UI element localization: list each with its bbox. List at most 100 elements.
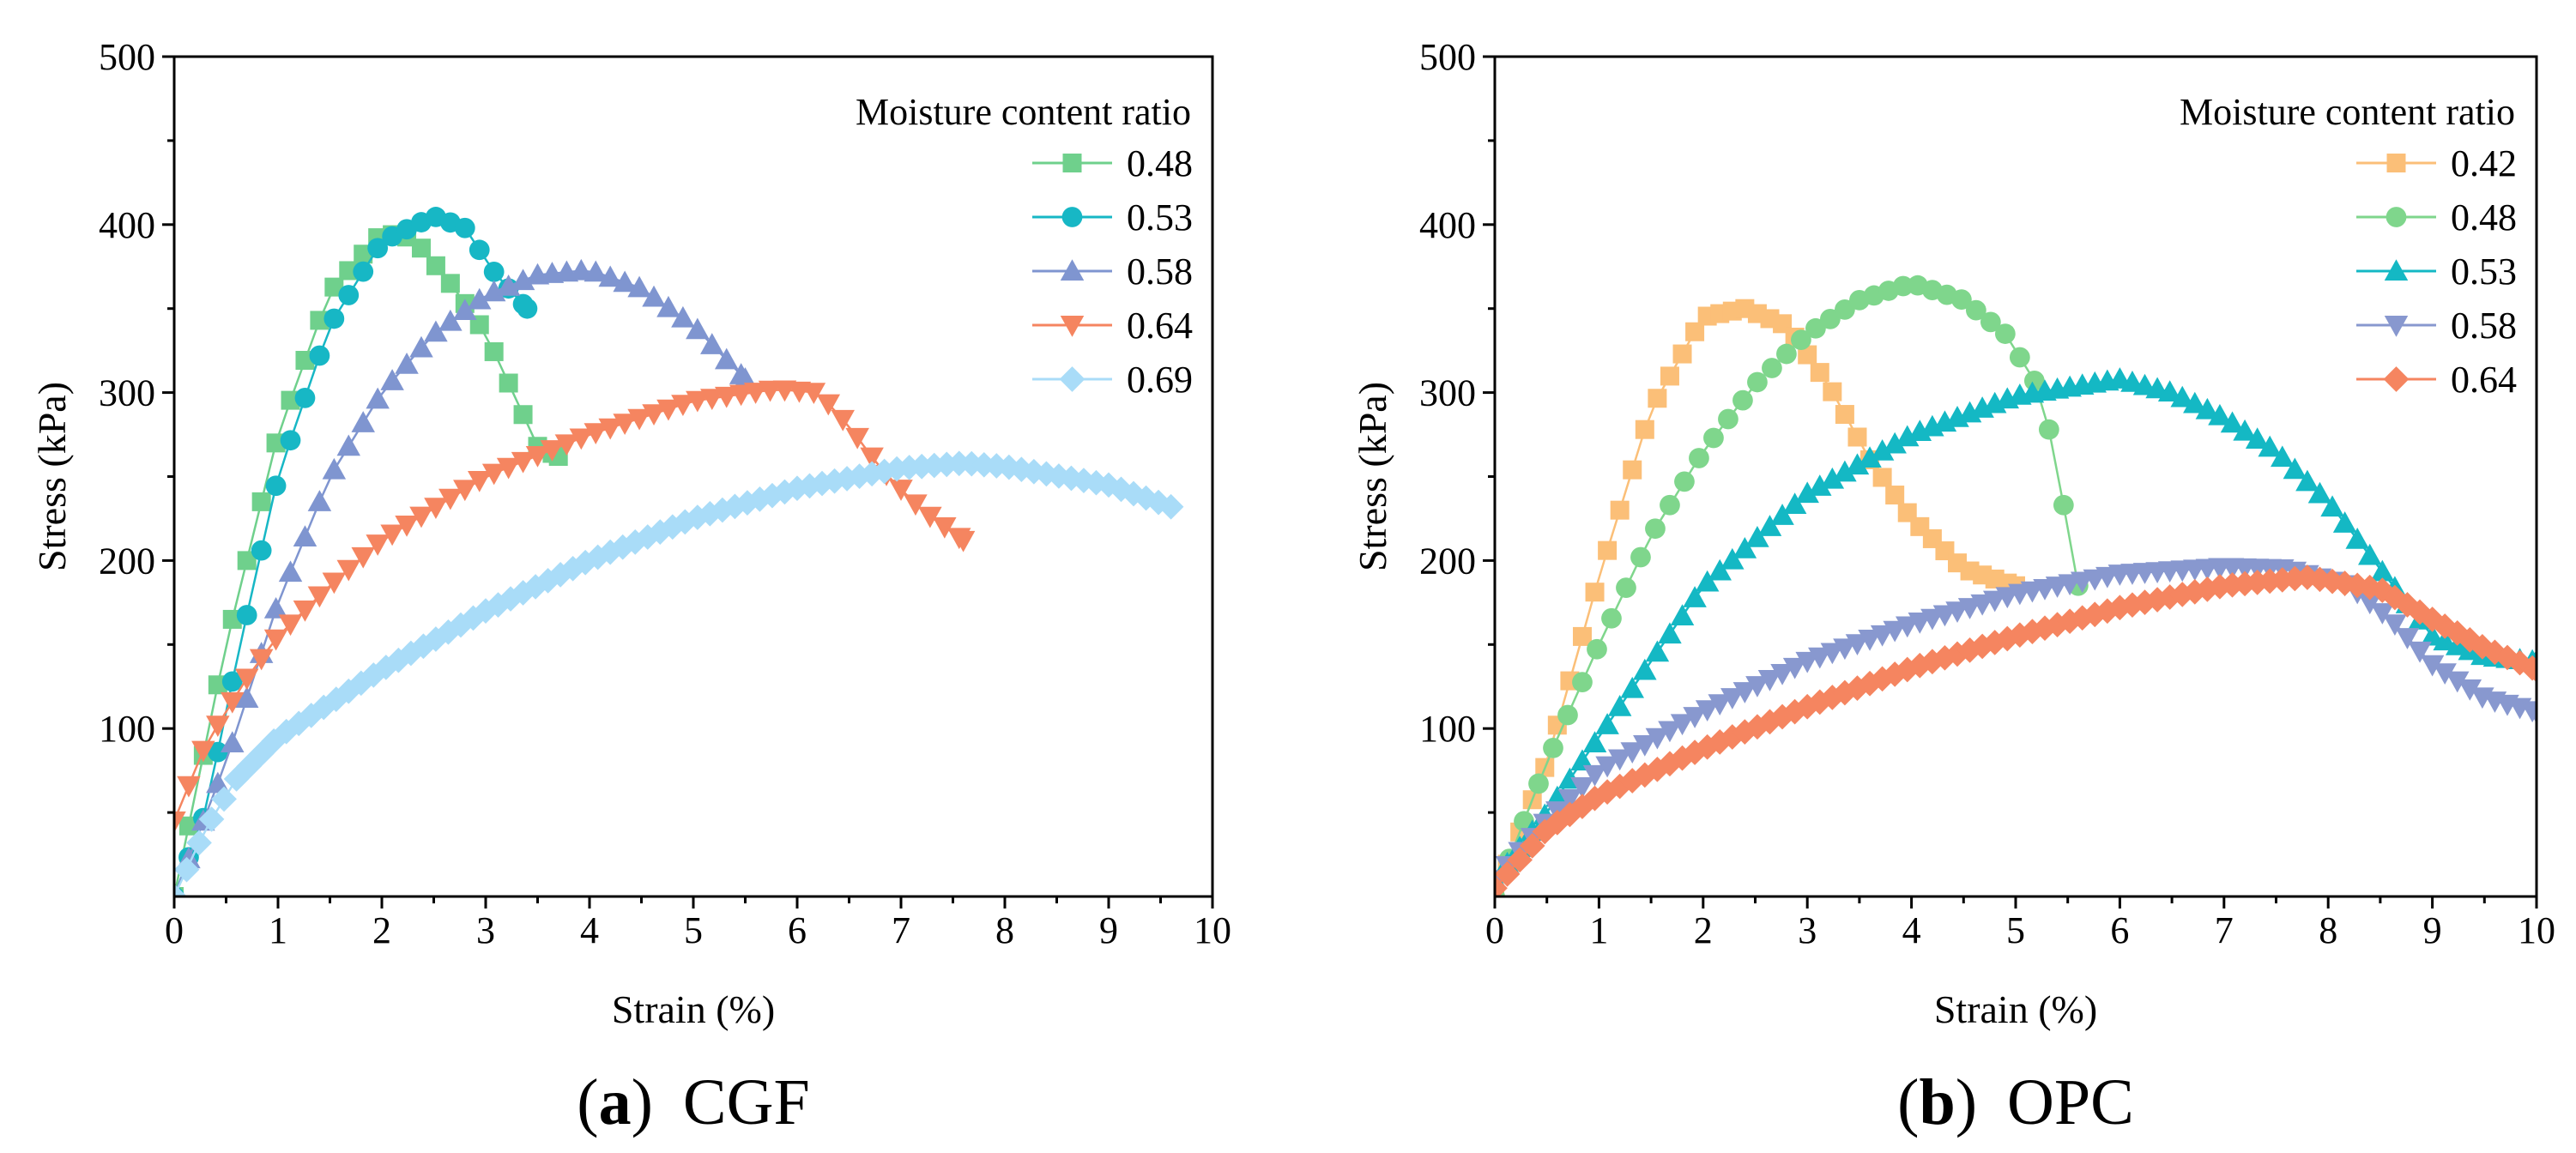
opc-series-0.64-point-0: [1495, 875, 1508, 896]
opc-series-0.58-point-7: [1570, 776, 1594, 799]
cgf-series-0.69-point-4: [211, 786, 237, 812]
opc-series-0.58-point-13: [1645, 727, 1670, 750]
opc-series-0.48: [1495, 275, 2089, 896]
opc-series-0.42-point-15: [1672, 344, 1692, 364]
opc-x-tick-label-9: 9: [2423, 909, 2442, 951]
cgf-legend-entry-0.69: 0.69: [1032, 359, 1193, 401]
opc-x-tick-label-0: 0: [1485, 909, 1504, 951]
cgf-legend-marker-0.64: [1060, 316, 1085, 337]
cgf-series-0.58-point-32: [627, 275, 651, 298]
cgf-series-0.58-point-15: [380, 369, 404, 390]
opc-series-0.58-point-78: [2458, 679, 2482, 701]
cgf-series-0.64-point-25: [525, 446, 550, 468]
opc-y-tick-label-500: 500: [1419, 36, 1476, 78]
cgf-series-0.69-point-1: [174, 856, 200, 883]
opc-series-0.53-point-58: [2208, 403, 2232, 426]
opc-series-0.58-point-74: [2408, 641, 2432, 663]
opc-legend-marker-0.48: [2386, 207, 2407, 227]
cgf-x-tick-label-0: 0: [165, 909, 184, 951]
opc-series-0.64-point-4: [1532, 818, 1558, 845]
opc-series-0.53-point-25: [1795, 481, 1819, 504]
cgf-series-0.69-point-34: [584, 544, 611, 570]
opc-series-0.48-point-33: [1965, 299, 1986, 321]
opc-series-0.53-point-11: [1620, 676, 1644, 698]
cgf-series-0.69-point-60: [909, 453, 935, 480]
opc-series-0.42-point-25: [1798, 345, 1817, 365]
cgf-series-0.48-point-18: [426, 256, 445, 275]
cgf-series-0.64-point-12: [336, 559, 361, 582]
opc-series-0.58-point-71: [2370, 603, 2395, 625]
opc-series-0.48-point-19: [1762, 358, 1782, 378]
opc-panel-caption: (b) OPC: [1897, 1066, 2134, 1138]
opc-series-0.48-point-15: [1703, 427, 1724, 449]
opc-series-0.58-point-29: [1845, 634, 1870, 655]
opc-series-0.48-point-6: [1572, 672, 1593, 693]
cgf-series-0.58-point-10: [307, 490, 332, 511]
cgf-series-0.64-point-6: [249, 649, 274, 671]
opc-series-0.53-point-9: [1595, 713, 1619, 734]
opc-series-0.48-point-4: [1543, 738, 1563, 758]
cgf-series-0.48-point-5: [237, 551, 257, 570]
cgf-series-0.58-point-16: [395, 352, 419, 374]
opc-series-0.48-point-10: [1630, 546, 1651, 568]
opc-series-0.64-point-31: [1869, 666, 1896, 692]
opc-series-0.48-point-9: [1616, 577, 1636, 598]
cgf-series-0.48-point-17: [411, 238, 431, 258]
cgf-series-0.69-point-75: [1096, 472, 1122, 498]
cgf-series-0.69-point-11: [298, 703, 324, 728]
cgf-series-0.58-point-13: [351, 411, 375, 432]
opc-legend-label-0.48: 0.48: [2451, 196, 2517, 238]
cgf-series-0.64-point-20: [453, 480, 477, 502]
opc-series-0.53-point-61: [2245, 427, 2270, 450]
cgf-series-0.69: [174, 450, 1184, 896]
cgf-series-0.64-point-13: [351, 546, 375, 569]
cgf-series-0.64: [174, 380, 976, 833]
opc-series-0.58-point-11: [1620, 742, 1644, 764]
opc-series-0.53-point-65: [2295, 469, 2319, 492]
opc-series-0.53-point-71: [2370, 559, 2395, 582]
cgf-series-0.64-point-23: [496, 457, 521, 480]
opc-y-tick-label-100: 100: [1419, 708, 1476, 750]
cgf-plot-marks: [174, 207, 1184, 896]
opc-series-0.53-point-22: [1757, 515, 1782, 536]
cgf-series-0.64-point-51: [904, 494, 928, 516]
opc-y-tick-label-200: 200: [1419, 540, 1476, 582]
cgf-legend-label-0.58: 0.58: [1127, 251, 1193, 293]
opc-series-0.58-point-22: [1757, 670, 1782, 691]
opc-series-0.53-point-63: [2271, 445, 2295, 468]
opc-series-0.58-point-31: [1870, 625, 1895, 647]
cgf-series-0.53-point-7: [265, 475, 287, 497]
opc-x-ticks: 0 1 2 3 4 5 6 7 8 9 10: [1485, 896, 2555, 951]
opc-series-0.58-point-9: [1595, 756, 1619, 778]
opc-series-0.53-point-32: [1883, 432, 1907, 454]
cgf-series-0.64-point-8: [278, 614, 303, 637]
cgf-series-0.69-point-52: [809, 470, 835, 497]
opc-series-0.42-point-7: [1572, 626, 1592, 646]
cgf-series-0.58: [174, 258, 758, 896]
cgf-series-0.58-point-36: [686, 317, 710, 340]
opc-series-0.53-point-26: [1808, 474, 1832, 496]
opc-series-0.53-point-15: [1670, 604, 1695, 626]
cgf-series-0.53-point-14: [367, 238, 389, 259]
opc-series-0.48-point-24: [1835, 299, 1855, 320]
opc-series-0.53-point-31: [1870, 438, 1895, 461]
opc-legend-title: Moisture content ratio: [2180, 91, 2515, 133]
cgf-legend: 0.48 0.53 0.58 0.64 0.69: [1032, 142, 1193, 401]
cgf-x-ticks: 0 1 2 3 4 5 6 7 8 9 10: [165, 896, 1231, 951]
cgf-series-0.64-point-21: [467, 470, 492, 492]
opc-series-0.53-point-59: [2220, 411, 2245, 433]
opc-legend-entry-0.64: 0.64: [2356, 359, 2517, 401]
opc-series-0.64-point-46: [2057, 608, 2083, 635]
opc-x-axis-label: Strain (%): [1934, 987, 2097, 1031]
opc-series-0.58-point-27: [1820, 643, 1845, 665]
opc-series-0.48-point-5: [1557, 704, 1578, 726]
opc-series-0.64: [1495, 564, 2537, 896]
cgf-series-0.69-point-17: [372, 655, 399, 680]
opc-series-0.48-point-28: [1893, 275, 1914, 297]
cgf-series-0.58-point-7: [263, 597, 288, 619]
cgf-series-0.58-point-14: [366, 387, 390, 409]
opc-series-0.48-point-13: [1674, 471, 1695, 492]
cgf-series-0.64-point-9: [293, 600, 317, 622]
